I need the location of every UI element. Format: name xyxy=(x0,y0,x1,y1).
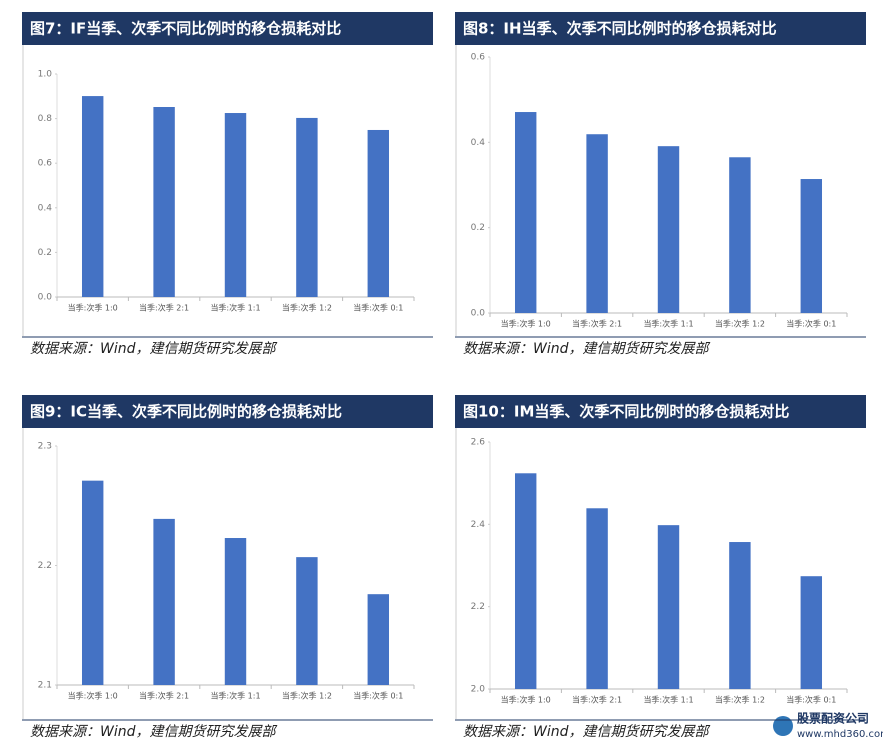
y-tick-label: 0.8 xyxy=(38,114,53,124)
bar xyxy=(224,538,247,685)
watermark-url: www.mhd360.com xyxy=(797,729,883,740)
bar xyxy=(367,129,390,297)
y-tick-label: 0.6 xyxy=(38,159,53,169)
bar xyxy=(81,480,104,685)
y-tick-label: 1.0 xyxy=(38,70,53,80)
chart-title: 图8：IH当季、次季不同比例时的移仓损耗对比 xyxy=(463,20,777,38)
y-tick-label: 0.0 xyxy=(38,293,53,303)
bar xyxy=(367,594,390,685)
chart-title: 图7：IF当季、次季不同比例时的移仓损耗对比 xyxy=(30,20,341,38)
x-tick-label: 当季:次季 1:2 xyxy=(282,303,332,313)
source-note: 数据来源：Wind，建信期货研究发展部 xyxy=(463,341,710,357)
x-tick-label: 当季:次季 1:2 xyxy=(282,691,332,701)
bar xyxy=(586,508,608,689)
x-tick-label: 当季:次季 1:1 xyxy=(210,303,260,313)
chart-title: 图9：IC当季、次季不同比例时的移仓损耗对比 xyxy=(30,403,342,421)
y-tick-label: 2.2 xyxy=(38,561,52,571)
title-bar xyxy=(455,12,866,45)
y-tick-label: 0.4 xyxy=(38,203,53,213)
y-tick-label: 0.6 xyxy=(471,53,486,63)
x-tick-label: 当季:次季 1:1 xyxy=(210,691,260,701)
x-tick-label: 当季:次季 1:0 xyxy=(501,695,551,705)
x-tick-label: 当季:次季 1:1 xyxy=(643,319,693,329)
bar xyxy=(729,542,751,689)
title-bar xyxy=(22,395,433,428)
y-tick-label: 2.0 xyxy=(471,685,486,695)
x-tick-label: 当季:次季 1:0 xyxy=(68,303,118,313)
bar xyxy=(153,518,175,685)
x-tick-label: 当季:次季 2:1 xyxy=(572,695,622,705)
bar xyxy=(800,576,823,689)
x-tick-label: 当季:次季 2:1 xyxy=(572,319,622,329)
y-tick-label: 2.2 xyxy=(471,602,485,612)
x-tick-label: 当季:次季 1:0 xyxy=(68,691,118,701)
y-tick-label: 0.4 xyxy=(471,138,486,148)
y-tick-label: 2.4 xyxy=(471,520,486,530)
x-tick-label: 当季:次季 2:1 xyxy=(139,691,189,701)
watermark: 股票配资公司 www.mhd360.com xyxy=(773,711,883,740)
bar xyxy=(296,117,318,297)
bar xyxy=(514,112,537,313)
y-tick-label: 2.3 xyxy=(38,442,52,452)
source-note: 数据来源：Wind，建信期货研究发展部 xyxy=(30,724,277,740)
x-tick-label: 当季:次季 0:1 xyxy=(353,303,403,313)
x-tick-label: 当季:次季 1:2 xyxy=(715,695,765,705)
y-tick-label: 0.0 xyxy=(471,309,486,319)
chart-title: 图10：IM当季、次季不同比例时的移仓损耗对比 xyxy=(463,403,789,421)
x-tick-label: 当季:次季 1:0 xyxy=(501,319,551,329)
source-note: 数据来源：Wind，建信期货研究发展部 xyxy=(30,341,277,357)
x-tick-label: 当季:次季 0:1 xyxy=(353,691,403,701)
bar xyxy=(153,107,175,297)
source-note: 数据来源：Wind，建信期货研究发展部 xyxy=(463,724,710,740)
bar xyxy=(800,179,823,313)
bar xyxy=(586,134,608,313)
x-tick-label: 当季:次季 0:1 xyxy=(786,319,836,329)
x-tick-label: 当季:次季 2:1 xyxy=(139,303,189,313)
bar xyxy=(224,113,247,298)
bar xyxy=(729,157,751,313)
bar xyxy=(81,96,104,298)
bar xyxy=(514,473,537,689)
title-bar xyxy=(455,395,866,428)
y-tick-label: 2.1 xyxy=(38,681,52,691)
bar xyxy=(657,525,680,689)
y-tick-label: 2.6 xyxy=(471,438,486,448)
title-bar xyxy=(22,12,433,45)
x-tick-label: 当季:次季 1:1 xyxy=(643,695,693,705)
watermark-logo xyxy=(773,716,793,736)
bar xyxy=(657,146,680,313)
bar xyxy=(296,557,318,685)
y-tick-label: 0.2 xyxy=(38,248,52,258)
y-tick-label: 0.2 xyxy=(471,223,485,233)
x-tick-label: 当季:次季 1:2 xyxy=(715,319,765,329)
x-tick-label: 当季:次季 0:1 xyxy=(786,695,836,705)
watermark-name: 股票配资公司 xyxy=(797,711,869,726)
